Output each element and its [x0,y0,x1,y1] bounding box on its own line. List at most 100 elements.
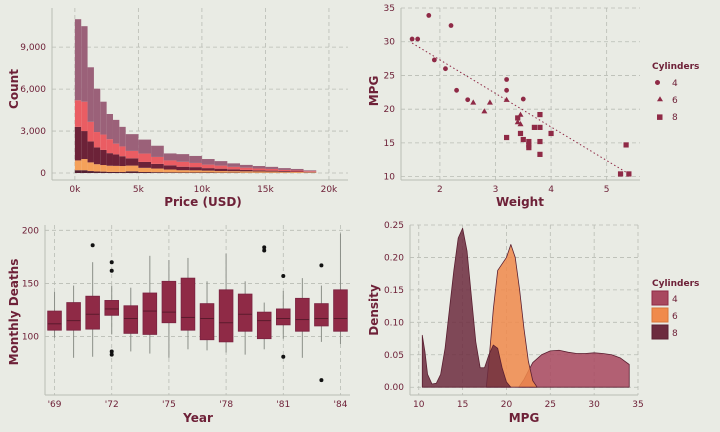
outlier-point [262,245,267,250]
legend-title: Cylinders [652,62,699,72]
y-tick-label: 200 [22,226,39,236]
data-point-8cyl [617,171,624,177]
histogram-bar [119,146,126,157]
histogram-bar [240,164,253,168]
histogram-bar [265,166,279,169]
histogram-bar [87,67,94,122]
box [333,289,348,332]
y-tick-label: 6,000 [20,85,46,95]
histogram-bar [106,139,113,154]
box [218,289,234,343]
y-tick-label: 10 [384,173,396,183]
histogram-bar [227,163,241,167]
x-tick-label: 10 [413,400,425,410]
outlier-point [109,260,114,265]
histogram-bar [119,126,126,147]
histogram-bar [290,170,304,172]
histogram-bar [151,168,164,173]
data-point-4cyl [409,36,415,42]
legend-title: Cylinders [652,279,699,289]
legend-label-4: 4 [672,79,678,89]
histogram-bar [81,159,88,171]
data-point-8cyl [526,145,532,151]
histogram-bar [74,126,82,161]
data-point-8cyl [531,124,537,130]
outlier-point [281,354,286,359]
data-point-6cyl [517,121,524,127]
histogram-bar [176,172,190,174]
histogram-bar [100,134,107,150]
histogram-bar [125,171,139,174]
outlier-point [319,378,324,383]
histogram-bar [87,171,94,174]
scatter-points [409,13,632,177]
outlier-point [262,248,267,253]
histogram-bar [100,171,107,174]
x-tick-label: 20 [501,400,513,410]
data-point-6cyl [486,99,493,105]
legend-label-8: 8 [672,329,678,339]
data-point-6cyl [470,99,477,105]
histogram-bar [119,172,126,174]
legend-label-4: 4 [672,295,678,305]
data-point-6cyl [503,96,510,102]
x-tick-label: '84 [334,400,348,410]
data-point-8cyl [504,134,510,141]
histogram-bar [303,170,317,172]
histogram-bar [201,168,215,171]
y-axis-label: Count [7,69,21,109]
histogram-bar [93,147,101,165]
histogram-bar [290,171,304,173]
legend: Cylinders 4 6 8 [652,62,699,123]
histogram-bar [252,168,266,171]
data-point-4cyl [426,13,432,18]
histogram-bar [74,170,82,174]
y-axis-label: Density [367,284,381,336]
y-tick-label: 100 [22,333,39,343]
histogram-bar [214,171,228,173]
box [295,297,310,332]
histogram-bar [87,162,94,172]
y-tick-label: 9,000 [20,43,46,53]
histogram-bar [112,119,120,144]
histogram-bar [81,131,88,160]
x-tick-label: '75 [162,400,176,410]
histogram-bar [119,156,126,167]
data-point-8cyl [526,138,532,145]
outlier-point [319,263,324,268]
histogram-bar [201,172,215,174]
box [47,310,62,331]
histogram-bar [106,171,113,174]
legend-marker-triangle [657,96,663,102]
histogram-bar [201,164,215,169]
legend-label-6: 6 [672,96,678,106]
axis-ticks: 0k 5k 10k 15k 20k 0 3,000 6,000 9,000 [20,43,338,195]
histogram-bar [112,154,120,166]
legend-label-8: 8 [672,113,678,123]
y-tick-label: 20 [384,105,396,115]
boxplots [47,233,348,383]
y-tick-label: 0 [40,169,46,179]
y-tick-label: 0.15 [384,286,404,296]
histogram-bar [278,171,291,172]
x-tick-label: 35 [632,400,643,410]
outlier-point [281,274,286,278]
y-tick-label: 0.20 [384,253,404,263]
histogram-bar [176,166,190,171]
grid-lines [44,225,350,396]
box [142,292,158,335]
histogram-bar [278,169,291,172]
histogram-bar [106,153,113,166]
histogram-bar [240,167,253,170]
axis-ticks: 10 15 20 25 30 35 0.00 0.05 0.10 0.15 0.20 0.25 [384,221,644,410]
legend-marker-circle [655,80,661,85]
data-point-8cyl [517,130,524,137]
box [180,277,196,331]
histogram-bar [227,169,241,172]
histogram-bar [163,160,177,166]
data-point-4cyl [454,87,459,93]
y-axis-label: MPG [367,76,381,107]
x-axis-label: Weight [496,195,544,209]
histogram-bar [265,170,279,172]
histogram-bar [201,159,215,165]
